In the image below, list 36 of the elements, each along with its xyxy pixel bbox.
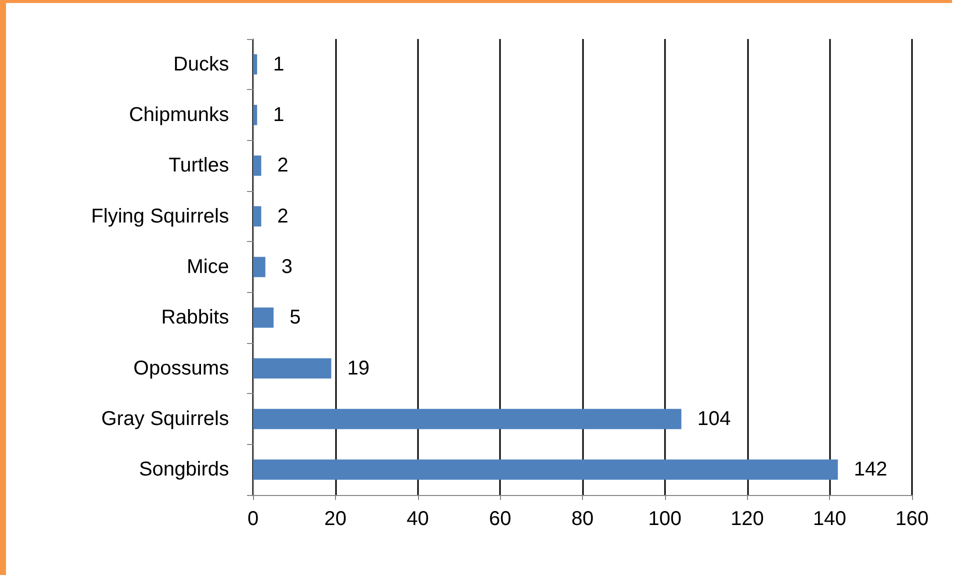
- bar: [253, 256, 266, 278]
- x-tick-label: 160: [895, 508, 929, 530]
- data-label: 2: [277, 154, 288, 177]
- y-tick-label: Gray Squirrels: [101, 408, 229, 430]
- x-tick-label: 40: [406, 508, 429, 530]
- x-tick-label: 140: [812, 508, 846, 530]
- data-label: 5: [290, 306, 301, 329]
- data-label: 1: [273, 53, 284, 76]
- data-label: 3: [281, 256, 292, 278]
- bar: [253, 156, 262, 176]
- y-tick-label: Ducks: [173, 53, 229, 76]
- data-label: 19: [347, 357, 370, 380]
- bar: [253, 206, 262, 226]
- bar: [253, 308, 274, 328]
- y-tick-label: Opossums: [133, 357, 229, 380]
- y-tick-label: Rabbits: [161, 306, 229, 329]
- y-tick-label: Songbirds: [138, 458, 229, 481]
- data-label: 1: [273, 104, 284, 126]
- x-tick-label: 80: [571, 508, 594, 530]
- y-tick-label: Turtles: [168, 154, 229, 177]
- y-tick-label: Mice: [186, 256, 229, 278]
- y-tick-label: Chipmunks: [128, 104, 229, 126]
- bar: [253, 358, 332, 378]
- bar: [253, 460, 838, 480]
- data-label: 104: [697, 408, 731, 430]
- bar: [253, 54, 258, 74]
- y-tick-label: Flying Squirrels: [91, 205, 229, 228]
- x-tick-label: 60: [489, 508, 512, 530]
- bar: [253, 408, 682, 430]
- data-label: 2: [277, 205, 288, 228]
- bar: [253, 104, 258, 126]
- x-tick-label: 20: [324, 508, 346, 530]
- x-tick-label: 120: [730, 508, 764, 530]
- data-label: 142: [854, 458, 888, 481]
- x-tick-label: 100: [648, 508, 682, 530]
- x-tick-label: 0: [247, 508, 259, 530]
